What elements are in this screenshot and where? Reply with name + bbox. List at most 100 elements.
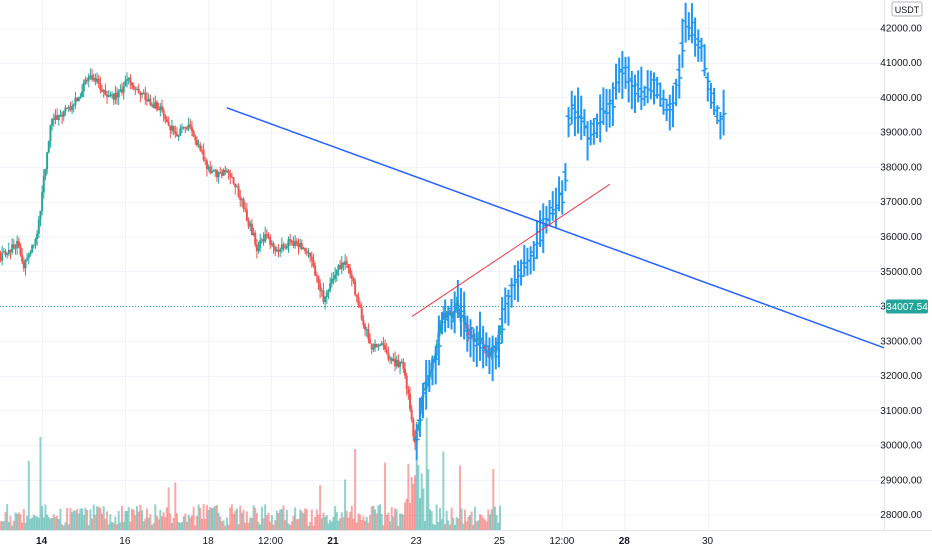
volume-bar — [265, 514, 268, 530]
y-tick-label: 31000.00 — [880, 406, 922, 417]
volume-bar — [440, 519, 443, 530]
candle-body — [335, 269, 338, 275]
volume-bar — [319, 485, 322, 530]
volume-bar — [41, 506, 44, 530]
volume-bar — [478, 514, 481, 530]
candle-body — [232, 177, 235, 184]
candle-body — [272, 243, 275, 247]
candle-body — [369, 339, 372, 344]
candle-body — [127, 77, 130, 80]
candle-body — [409, 393, 412, 410]
candle-body — [21, 254, 24, 262]
candle-body — [349, 268, 352, 275]
volume-bar — [132, 509, 135, 530]
price-tag-bg — [886, 299, 928, 314]
volume-bar — [84, 507, 87, 530]
candle-body — [275, 249, 278, 252]
candle-body — [192, 131, 195, 137]
volume-bar — [147, 517, 150, 530]
candle-body — [124, 80, 127, 87]
volume-bar — [177, 521, 180, 530]
volume-bar — [359, 514, 362, 530]
volume-bar — [32, 514, 35, 530]
volume-bar — [370, 506, 373, 530]
candle-body — [12, 244, 15, 249]
volume-bar — [104, 518, 107, 530]
volume-bar — [349, 512, 352, 530]
volume-bar — [239, 505, 242, 530]
volume-bar — [462, 523, 465, 530]
volume-bar — [332, 516, 335, 530]
volume-bar — [385, 514, 388, 530]
volume-bar — [420, 473, 423, 530]
volume-bar — [56, 515, 59, 530]
candle-body — [315, 275, 318, 277]
volume-bar — [244, 522, 247, 530]
volume-bar — [136, 506, 139, 530]
candle-body — [89, 75, 92, 77]
candle-body — [332, 278, 335, 280]
candle-body — [150, 104, 153, 106]
candle-body — [305, 251, 308, 254]
volume-bar — [185, 521, 188, 530]
candle-body — [56, 115, 59, 120]
volume-bar — [352, 518, 355, 530]
volume-bar — [234, 510, 237, 530]
trendlines[interactable] — [226, 107, 885, 349]
candle-body — [71, 105, 74, 111]
volume-bar — [412, 484, 415, 530]
volume-bar — [317, 514, 320, 530]
volume-bar — [460, 508, 463, 530]
trendline-red[interactable] — [411, 183, 611, 317]
candle-body — [41, 192, 44, 211]
candle-body — [97, 78, 100, 84]
grid — [0, 0, 884, 530]
volume-bar — [372, 505, 375, 530]
candle-body — [427, 377, 430, 379]
candle-body — [66, 107, 69, 109]
candle-body — [334, 274, 337, 279]
candle-body — [180, 127, 183, 129]
volume-bar — [1, 521, 4, 530]
candle-body — [242, 199, 245, 209]
volume-bar — [134, 515, 137, 530]
volume-bar — [122, 521, 125, 530]
currency-button[interactable] — [891, 1, 923, 17]
volume-bar — [17, 512, 20, 530]
candle-body — [297, 244, 300, 248]
volume-bar — [445, 510, 448, 530]
candle-body — [314, 265, 317, 276]
candle-body — [367, 329, 370, 340]
volume-bar — [259, 524, 262, 530]
candle-body — [424, 388, 427, 390]
volume-bar — [124, 511, 127, 530]
volume-bar — [477, 520, 480, 530]
candle-body — [112, 94, 115, 100]
candle-body — [287, 239, 290, 247]
candle-body — [19, 247, 22, 255]
volume-bar — [89, 509, 92, 530]
volume-bar — [375, 513, 378, 530]
volume-bar — [39, 437, 42, 530]
candle-body — [324, 296, 327, 302]
x-tick-label: 28 — [619, 536, 631, 547]
volume-bar — [137, 511, 140, 530]
trendline-blue[interactable] — [226, 107, 885, 349]
candle-body — [207, 166, 210, 169]
candle-body — [237, 186, 240, 197]
candle-body — [483, 345, 486, 350]
candle-body — [260, 239, 263, 241]
volume-bar — [267, 512, 270, 530]
candle-body — [204, 159, 207, 161]
y-tick-label: 30000.00 — [880, 441, 922, 452]
volume-bar — [116, 524, 119, 530]
candle-body — [372, 347, 375, 350]
candle-body — [274, 246, 277, 252]
candle-body — [364, 325, 367, 330]
candle-body — [267, 236, 270, 238]
volume-bar — [302, 513, 305, 530]
volume-bar — [335, 511, 338, 530]
